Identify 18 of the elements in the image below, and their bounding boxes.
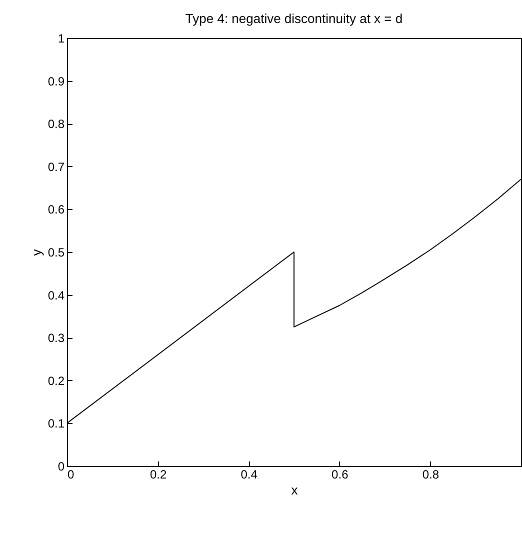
x-tick-label: 0.4 [240, 468, 258, 482]
y-tick-label: 0.6 [48, 202, 65, 217]
y-tick-label: 0.4 [48, 288, 65, 302]
chart-title: Type 4: negative discontinuity at x = d [185, 11, 403, 26]
x-tick-label: 0.6 [332, 468, 349, 482]
x-tick-label: 0.8 [422, 468, 440, 482]
y-tick-label: 0.2 [48, 374, 65, 388]
y-tick-label: 0.5 [48, 246, 65, 260]
y-tick-label: 0.7 [48, 160, 65, 174]
x-tick-label: 0 [68, 468, 74, 482]
y-tick-label: 1 [58, 32, 65, 46]
y-tick-label: 0.9 [48, 74, 65, 88]
y-tick-label: 0.3 [48, 331, 65, 346]
y-tick-label: 0.8 [48, 117, 65, 132]
y-axis-title: y [28, 248, 44, 256]
y-tick-label: 0.1 [48, 416, 65, 431]
x-axis-title: x [291, 482, 298, 498]
x-tick-label: 0.2 [150, 468, 167, 482]
